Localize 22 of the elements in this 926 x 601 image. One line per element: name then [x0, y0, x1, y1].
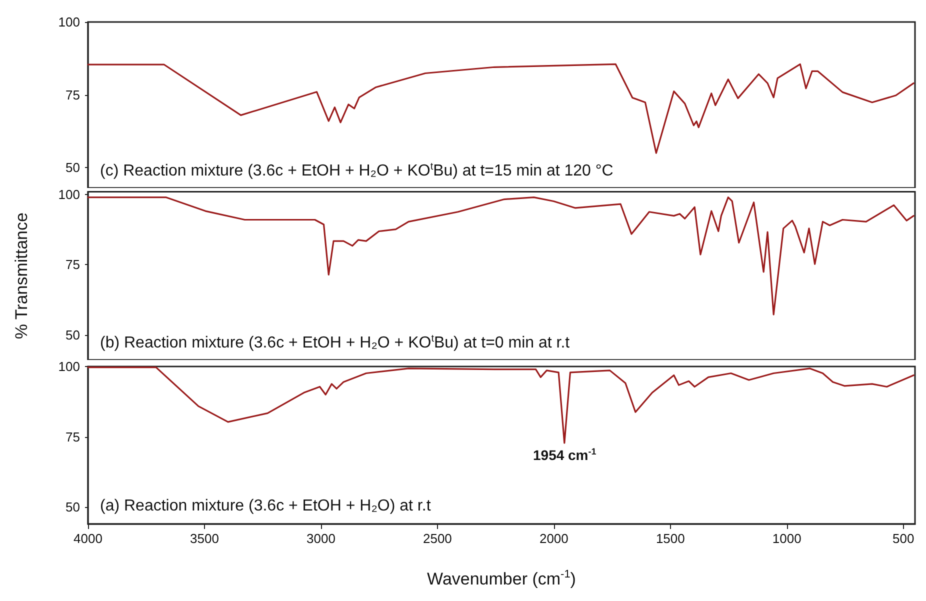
y-tick-label: 50 — [66, 327, 80, 342]
x-tick-label: 2500 — [422, 531, 452, 546]
y-tick-label: 75 — [66, 87, 80, 102]
y-tick-label: 100 — [58, 359, 80, 374]
y-tick-label: 75 — [66, 257, 80, 272]
x-tick-label: 3000 — [306, 531, 336, 546]
x-tick-label: 4000 — [74, 531, 102, 546]
y-tick-label: 75 — [66, 429, 80, 444]
x-tick-label: 500 — [892, 531, 914, 546]
x-tick-label: 3500 — [190, 531, 219, 546]
y-tick-label: 50 — [66, 160, 80, 176]
y-tick-label: 100 — [58, 14, 80, 30]
y-tick-label: 100 — [58, 187, 80, 202]
line-series — [87, 196, 914, 316]
line-series — [87, 366, 914, 444]
x-tick-label: 1500 — [656, 531, 685, 546]
y-axis-title: % Transmittance — [12, 212, 31, 340]
x-tick-label: 1000 — [772, 531, 802, 546]
text: (a) Reaction mixture (3.6c + EtOH + H₂O) at r.t — [100, 498, 432, 514]
line-series — [87, 63, 914, 154]
y-tick-label: 50 — [66, 500, 80, 515]
x-tick-label: 2000 — [539, 531, 568, 546]
